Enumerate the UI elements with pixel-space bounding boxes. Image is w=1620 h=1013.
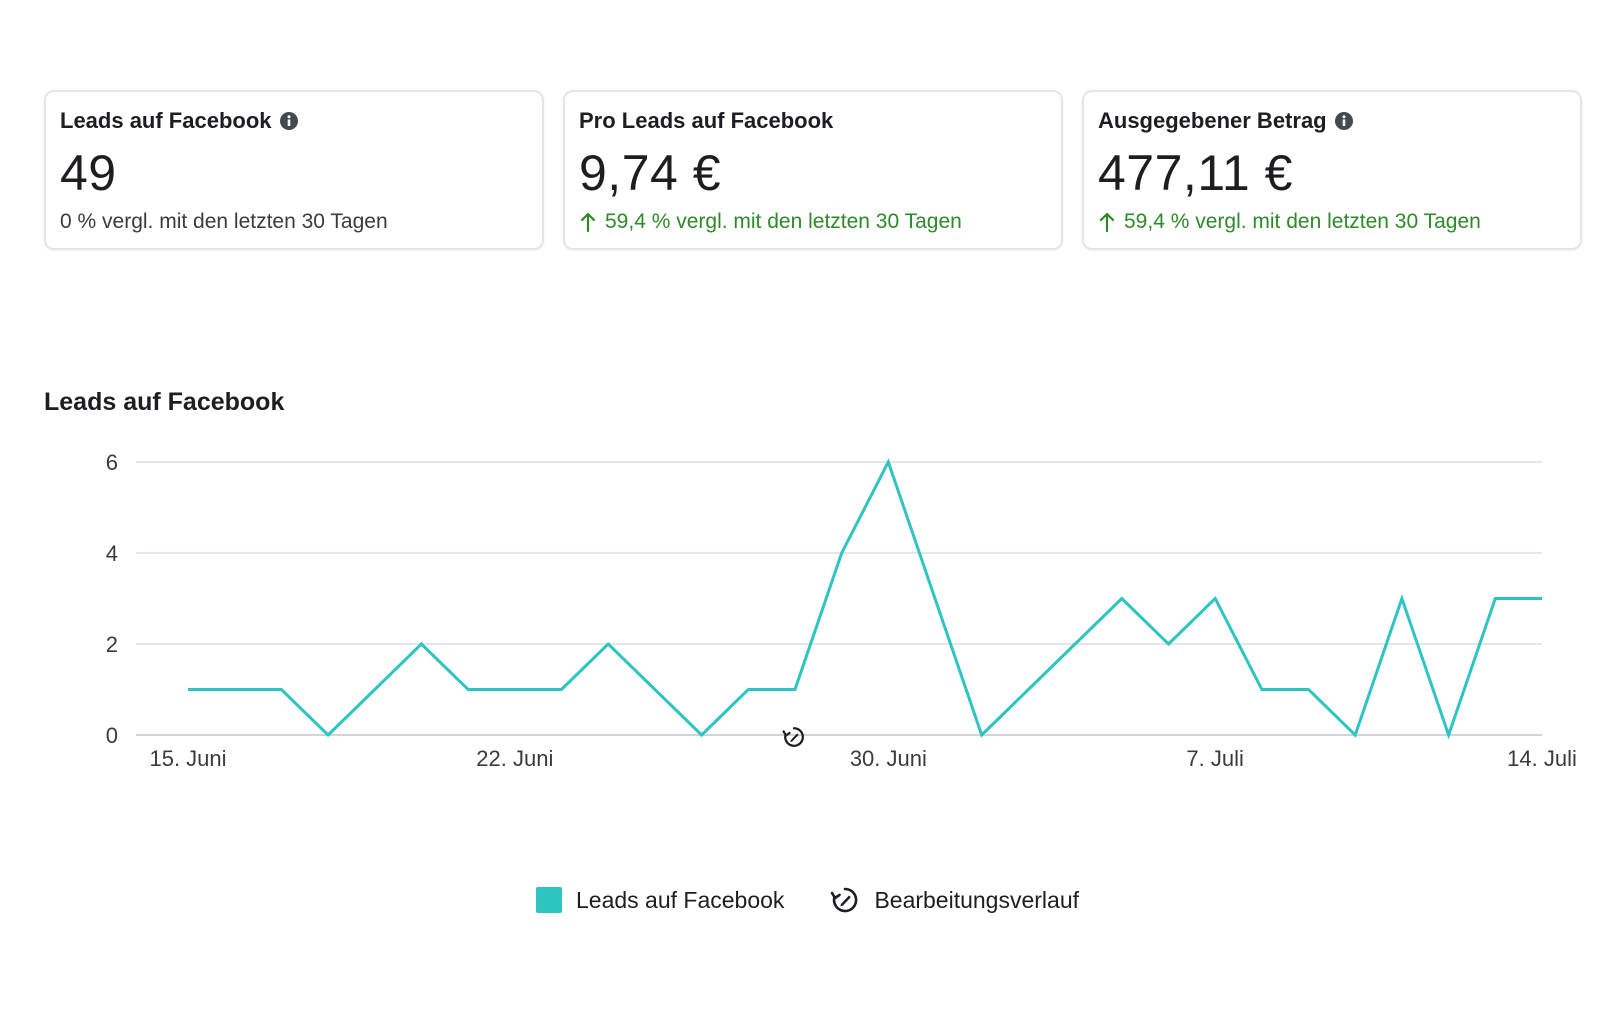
chart-annotations[interactable] — [782, 727, 804, 747]
card-title: Ausgegebener Betrag — [1098, 106, 1566, 136]
card-comparison: 59,4 % vergl. mit den letzten 30 Tagen — [1098, 210, 1566, 234]
card-value: 49 — [60, 145, 117, 201]
legend-item-leads[interactable]: Leads auf Facebook — [536, 887, 784, 914]
x-tick-label: 7. Juli — [1186, 746, 1243, 771]
info-icon[interactable] — [1334, 111, 1354, 131]
card-title-text: Ausgegebener Betrag — [1098, 108, 1327, 133]
chart-legend: Leads auf Facebook Bearbeitungsverlauf — [536, 885, 1079, 915]
card-comparison: 0 % vergl. mit den letzten 30 Tagen — [60, 210, 528, 234]
comparison-text: 59,4 % vergl. mit den letzten 30 Tagen — [605, 210, 962, 233]
chart-title: Leads auf Facebook — [44, 388, 285, 416]
x-axis: 15. Juni 22. Juni 30. Juni 7. Juli 14. Juli — [149, 746, 1576, 771]
arrow-up-icon — [580, 212, 596, 233]
card-comparison: 59,4 % vergl. mit den letzten 30 Tagen — [579, 210, 1047, 234]
comparison-text: 0 % vergl. mit den letzten 30 Tagen — [60, 210, 388, 233]
y-tick-label: 6 — [106, 450, 118, 475]
legend-item-history[interactable]: Bearbeitungsverlauf — [830, 885, 1079, 915]
metric-card-amount-spent[interactable]: Ausgegebener Betrag 477,11 € 59,4 % verg… — [1082, 90, 1582, 250]
history-arc — [784, 727, 804, 747]
y-tick-label: 0 — [106, 723, 118, 748]
card-value: 9,74 € — [579, 145, 722, 201]
legend-label: Bearbeitungsverlauf — [874, 886, 1080, 913]
metric-card-cost-per-lead[interactable]: Pro Leads auf Facebook 9,74 € 59,4 % ver… — [563, 90, 1063, 250]
card-title-text: Leads auf Facebook — [60, 108, 272, 133]
chart-series — [188, 458, 1542, 740]
legend-swatch — [536, 887, 562, 913]
card-title: Leads auf Facebook — [60, 106, 528, 136]
history-arrow — [782, 730, 791, 737]
card-value: 477,11 € — [1098, 145, 1293, 201]
x-tick-label: 15. Juni — [149, 746, 226, 771]
card-title-text: Pro Leads auf Facebook — [579, 108, 834, 133]
x-tick-label: 14. Juli — [1507, 746, 1577, 771]
metric-cards: Leads auf Facebook 49 0 % vergl. mit den… — [44, 90, 1582, 254]
edit-history-icon[interactable] — [782, 727, 804, 747]
comparison-text: 59,4 % vergl. mit den letzten 30 Tagen — [1124, 210, 1481, 233]
legend-label: Leads auf Facebook — [576, 886, 785, 913]
info-icon[interactable] — [279, 111, 299, 131]
y-axis: 0 2 4 6 — [106, 450, 118, 748]
metric-card-leads[interactable]: Leads auf Facebook 49 0 % vergl. mit den… — [44, 90, 544, 250]
y-tick-label: 4 — [106, 541, 118, 566]
x-tick-label: 22. Juni — [476, 746, 553, 771]
card-title: Pro Leads auf Facebook — [579, 106, 1047, 136]
history-pencil — [790, 733, 799, 743]
x-tick-label: 30. Juni — [850, 746, 927, 771]
y-tick-label: 2 — [106, 632, 118, 657]
arrow-up-icon — [1099, 212, 1115, 233]
series-line — [188, 458, 1542, 740]
chart-grid — [136, 461, 1542, 736]
edit-history-icon — [831, 887, 858, 913]
